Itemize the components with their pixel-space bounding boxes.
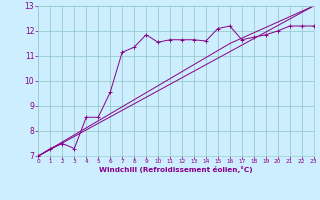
X-axis label: Windchill (Refroidissement éolien,°C): Windchill (Refroidissement éolien,°C)	[99, 166, 253, 173]
